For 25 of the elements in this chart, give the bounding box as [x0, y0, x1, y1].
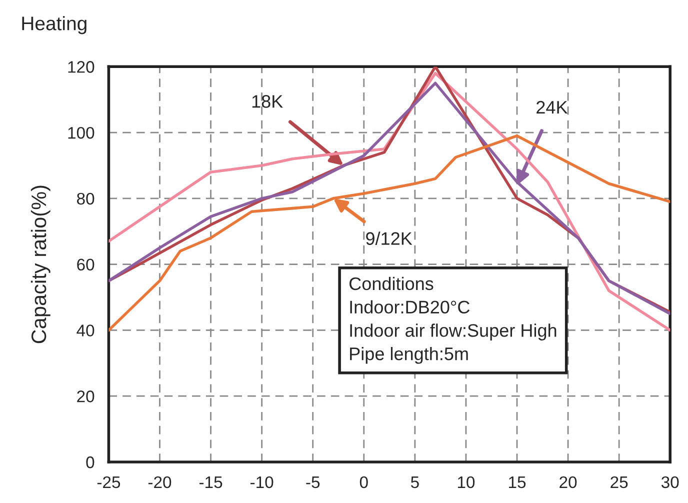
x-tick-label: 30 — [661, 476, 679, 488]
x-tick-label: 10 — [458, 476, 475, 488]
annotation: 18K — [252, 95, 283, 108]
chart-title: Heating — [22, 16, 86, 34]
x-tick-label: -20 — [148, 476, 172, 488]
annotation: Conditions Indoor:DB20°C Indoor air flow:Super High Pipe length:5m — [349, 276, 556, 364]
x-tick-label: 25 — [610, 476, 628, 488]
annotation: 9/12K — [366, 232, 412, 245]
y-tick-label: 0 — [86, 456, 94, 468]
x-tick-label: -5 — [306, 476, 320, 488]
x-tick-label: 0 — [360, 476, 368, 488]
x-tick-label: 5 — [410, 476, 419, 488]
y-tick-label: 60 — [77, 258, 94, 271]
y-tick-label: 100 — [68, 126, 94, 139]
x-tick-label: 20 — [560, 476, 577, 488]
y-tick-label: 20 — [77, 390, 94, 402]
x-tick-label: -25 — [97, 476, 120, 488]
y-tick-label: 40 — [76, 324, 94, 336]
y-tick-label: 120 — [68, 61, 94, 73]
x-tick-label: 15 — [509, 476, 526, 488]
y-tick-label: 80 — [77, 192, 94, 205]
x-tick-label: -15 — [199, 476, 222, 488]
annotation: 24K — [536, 100, 568, 114]
y-axis-title: Capacity ratio(%) — [30, 186, 50, 344]
x-tick-label: -10 — [250, 476, 274, 488]
